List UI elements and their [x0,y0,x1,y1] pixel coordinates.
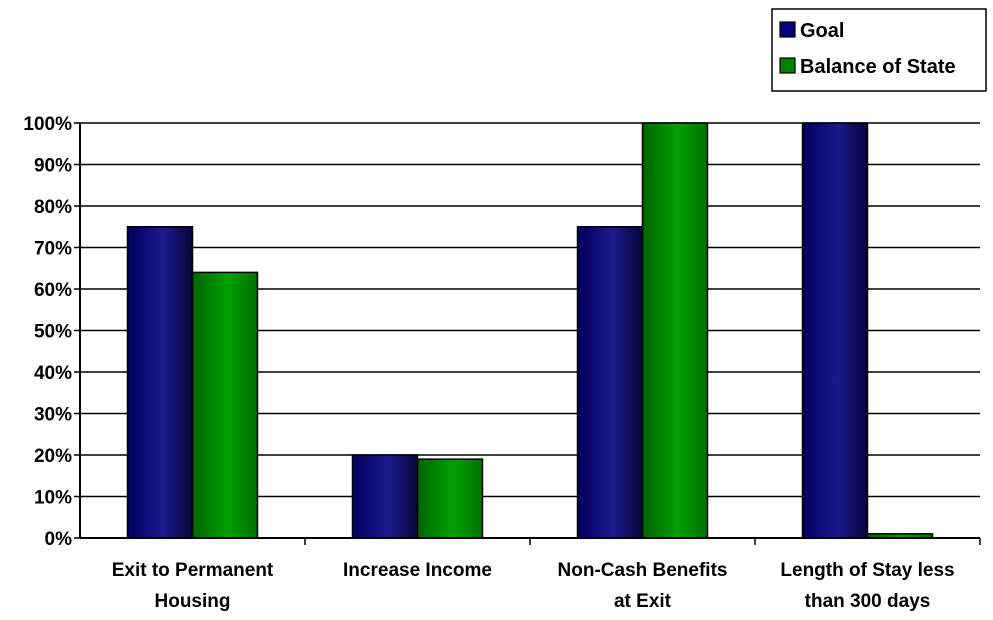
x-category-label: Housing [155,591,231,612]
y-tick-label: 30% [34,405,72,426]
y-tick-label: 90% [34,156,72,177]
x-axis-labels: Exit to Permanent Housing Increase Income N… [112,560,955,612]
y-tick-label: 40% [34,363,72,384]
y-tick-label: 60% [34,280,72,301]
y-tick-label: 50% [34,322,72,343]
legend-swatch [779,21,796,38]
bar-balance-of-state [641,122,709,539]
bar-goal [801,122,869,539]
y-tick-label: 0% [45,529,73,550]
legend-box [771,8,987,92]
x-category-label: than 300 days [805,591,931,612]
legend-label: Balance of State [800,56,956,78]
y-tick-label: 70% [34,239,72,260]
y-tick-label: 20% [34,446,72,467]
y-tick-label: 10% [34,488,72,509]
legend-label: Goal [800,20,844,42]
legend-swatch [779,57,796,74]
bar-goal [126,226,194,539]
x-category-label: Length of Stay less [780,560,954,581]
bar-goal [351,454,419,539]
x-category-label: at Exit [614,591,672,612]
y-tick-label: 100% [23,114,72,135]
x-category-label: Non-Cash Benefits [558,560,728,581]
legend: Goal Balance of State [771,8,987,92]
bar-goal [576,226,644,539]
bar-balance-of-state [416,458,484,539]
x-category-label: Exit to Permanent [112,560,274,581]
x-category-label: Increase Income [343,560,492,581]
y-tick-label: 80% [34,197,72,218]
y-axis-ticks: 0% 10% 20% 30% 40% 50% 60% 70% 80% 90% 100% [23,114,80,550]
bar-balance-of-state [191,271,259,539]
